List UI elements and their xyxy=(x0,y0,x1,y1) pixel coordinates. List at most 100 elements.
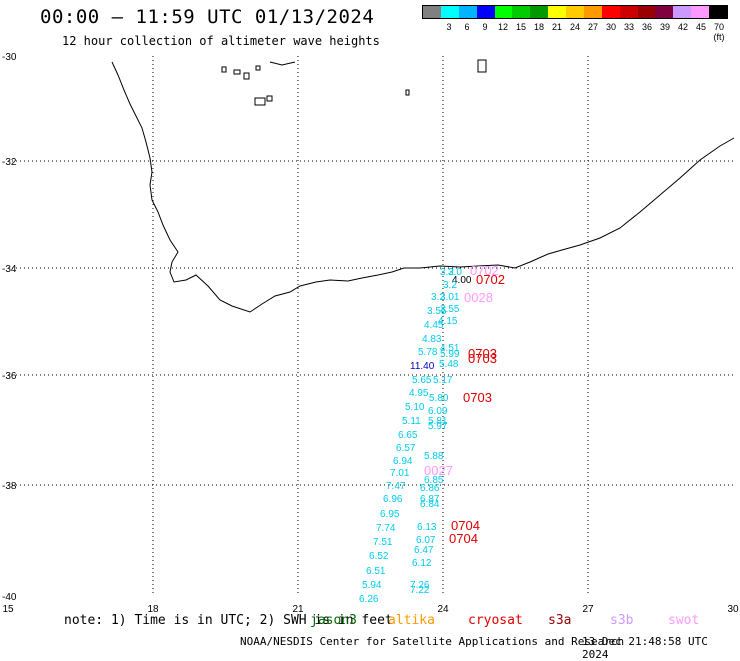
observation-label: 7.47 xyxy=(386,481,406,492)
observation-label: 0704 xyxy=(451,518,480,533)
latitude-tick-label: -34 xyxy=(2,264,17,275)
observation-label: 6.95 xyxy=(380,509,400,520)
satellite-label-cryosat: cryosat xyxy=(468,613,523,628)
longitude-tick-label: 24 xyxy=(437,604,449,615)
legend-label: 3 xyxy=(446,22,452,32)
observation-label: 6.26 xyxy=(359,594,379,605)
observation-label: 6.94 xyxy=(393,456,413,467)
observation-label: 6.09 xyxy=(428,406,448,417)
observation-label: 4.95 xyxy=(409,388,429,399)
legend-label: 9 xyxy=(482,22,488,32)
page-subtitle: 12 hour collection of altimeter wave hei… xyxy=(62,34,380,48)
observation-label: 6.84 xyxy=(420,499,440,510)
legend-label: 70 (ft) xyxy=(713,22,725,42)
satellite-label-swot: swot xyxy=(668,613,700,628)
longitude-tick-label: 15 xyxy=(2,604,14,615)
legend-swatch xyxy=(691,6,709,18)
observation-label: 7.01 xyxy=(390,468,410,479)
legend-swatch xyxy=(548,6,566,18)
latitude-tick-label: -38 xyxy=(2,481,17,492)
observation-label: 0703 xyxy=(468,351,497,366)
observation-label: 3.2 xyxy=(440,267,454,278)
legend-label: 45 xyxy=(695,22,706,32)
legend-swatch xyxy=(494,6,513,18)
observation-label: 5.48 xyxy=(439,359,459,370)
observation-label: 0703 xyxy=(463,390,492,405)
observation-label: 3.55 xyxy=(440,304,460,315)
observation-label: 7.26 xyxy=(410,580,430,591)
observation-label: 6.57 xyxy=(396,443,416,454)
page-title: 00:00 – 11:59 UTC 01/13/2024 xyxy=(40,6,375,28)
observation-label: 6.07 xyxy=(416,535,436,546)
legend-swatch xyxy=(440,6,459,18)
observation-label: 5.78 xyxy=(418,347,438,358)
observation-label: 0028 xyxy=(464,290,493,305)
observation-label: 5.99 xyxy=(440,349,460,360)
observation-label: 11.40 xyxy=(410,361,435,372)
observation-label: 3.01 xyxy=(440,292,460,303)
observation-label: 5.11 xyxy=(402,416,421,427)
observation-label: 6.13 xyxy=(417,522,437,533)
latitude-tick-label: -40 xyxy=(2,592,17,603)
observation-label: 5.10 xyxy=(405,402,425,413)
coastline xyxy=(111,61,735,313)
observation-label: 0704 xyxy=(449,531,478,546)
legend-swatch xyxy=(637,6,656,18)
legend-label: 12 xyxy=(497,22,508,32)
latitude-tick-label: -32 xyxy=(2,157,17,168)
legend-swatch xyxy=(673,6,692,18)
legend-label: 15 xyxy=(515,22,526,32)
longitude-tick-label: 30 xyxy=(727,604,739,615)
legend-label: 27 xyxy=(587,22,598,32)
axis-labels: 15 18 21 24 27 30 -30 -32 -34 -36 -38 -40 xyxy=(2,52,739,615)
legend-label: 6 xyxy=(464,22,470,32)
observation-label: 0027 xyxy=(424,463,453,478)
legend-swatch xyxy=(530,6,549,18)
legend-swatch xyxy=(566,6,584,18)
observation-label: 3.2 xyxy=(431,292,445,303)
longitude-tick-label: 21 xyxy=(292,604,304,615)
observation-label: 5.81 xyxy=(428,416,448,427)
observation-label: 4.83 xyxy=(422,334,442,345)
observation-label: 6.96 xyxy=(383,494,403,505)
observation-label: 4.45 xyxy=(424,320,444,331)
inland-features xyxy=(221,59,487,106)
color-scale-legend xyxy=(422,5,728,19)
observation-label: 0702 xyxy=(476,272,505,287)
observation-label: 3.2 xyxy=(443,280,457,291)
observation-label: 4.51 xyxy=(440,343,460,354)
color-scale-labels: 3 6 9 12 15 18 21 24 27 30 33 36 39 42 45 70 (ft) xyxy=(422,22,728,42)
observation-label: 4.15 xyxy=(438,316,458,327)
observation-label: 0702 xyxy=(470,263,499,278)
latitude-tick-label: -30 xyxy=(2,52,17,63)
longitude-tick-label: 18 xyxy=(147,604,159,615)
observation-label: 6.87 xyxy=(420,494,440,505)
observation-label: 6.47 xyxy=(414,545,434,556)
legend-swatch xyxy=(458,6,477,18)
satellite-label-altika: altika xyxy=(388,613,435,628)
legend-swatch xyxy=(601,6,620,18)
observation-label: 6.12 xyxy=(412,558,432,569)
legend-label: 42 xyxy=(677,22,688,32)
map-grid xyxy=(8,56,733,596)
legend-swatch xyxy=(476,6,495,18)
observation-label: 5.88 xyxy=(424,451,444,462)
legend-swatch xyxy=(512,6,531,18)
satellite-label-s3b: s3b xyxy=(610,613,634,628)
observation-label: 3.0 xyxy=(448,267,462,278)
legend-label: 24 xyxy=(569,22,580,32)
observation-label: 7.22 xyxy=(410,585,430,596)
legend-label: 21 xyxy=(551,22,562,32)
observation-label: 6.65 xyxy=(398,430,418,441)
observation-label: 6.86 xyxy=(420,483,440,494)
observation-label: 5.94 xyxy=(362,580,382,591)
legend-label: 30 xyxy=(605,22,616,32)
legend-label: 33 xyxy=(623,22,634,32)
observation-label: 6.52 xyxy=(369,551,389,562)
legend-swatch xyxy=(583,6,602,18)
legend-swatch xyxy=(709,6,727,18)
observation-label: 5.17 xyxy=(433,375,453,386)
legend-label: 18 xyxy=(533,22,544,32)
